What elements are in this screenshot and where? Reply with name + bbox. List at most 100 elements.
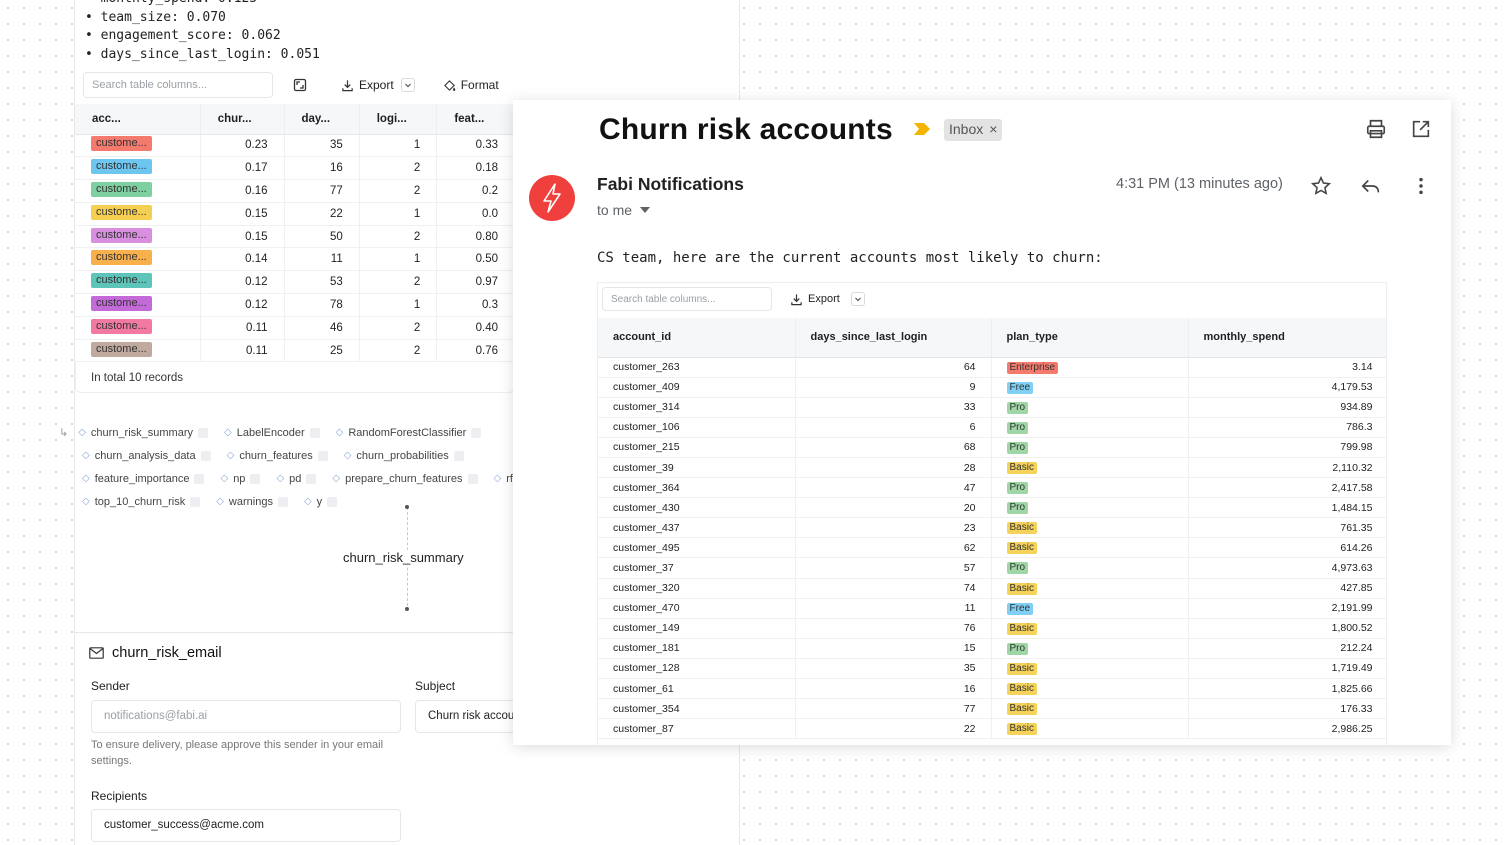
plan-badge: Pro bbox=[1006, 562, 1029, 575]
feature-item: team_size: 0.070 bbox=[85, 9, 320, 28]
days-cell: 35 bbox=[795, 658, 992, 680]
days-cell: 16 bbox=[795, 678, 992, 700]
variable-badge bbox=[277, 496, 288, 507]
variable-item[interactable]: ◇ churn_risk_summary bbox=[78, 427, 209, 439]
table-row: customer_470 11 Free 2,191.99 bbox=[598, 598, 1386, 619]
days-cell: 78 bbox=[284, 293, 360, 317]
variable-name: prepare_churn_features bbox=[345, 472, 463, 485]
star-button[interactable] bbox=[1309, 174, 1333, 198]
email-search-input[interactable]: Search table columns... bbox=[602, 287, 772, 311]
table-row: customer_320 74 Basic 427.85 bbox=[598, 578, 1386, 599]
chevron-down-icon[interactable] bbox=[400, 78, 415, 92]
recipients-field[interactable]: customer_success@acme.com bbox=[91, 809, 401, 842]
account-cell: custome... bbox=[75, 247, 201, 272]
days-cell: 16 bbox=[284, 156, 360, 181]
notebook-search-input[interactable]: Search table columns... bbox=[83, 72, 273, 98]
notebook-export-button[interactable]: Export bbox=[341, 78, 415, 92]
variable-type-icon: ◇ bbox=[332, 473, 341, 484]
download-icon bbox=[342, 79, 353, 91]
days-cell: 77 bbox=[284, 179, 360, 203]
churn-cell: 0.17 bbox=[200, 156, 285, 181]
plan-cell: Basic bbox=[991, 618, 1189, 639]
feat-cell: 0.40 bbox=[436, 316, 515, 340]
export-label: Export bbox=[808, 293, 840, 305]
variable-badge bbox=[190, 496, 201, 507]
account-id-cell: customer_263 bbox=[598, 357, 796, 378]
recipient-details-toggle[interactable]: to me bbox=[597, 202, 651, 218]
column-header[interactable]: logi... bbox=[359, 104, 438, 135]
expand-icon[interactable] bbox=[293, 78, 307, 92]
sender-field[interactable]: notifications@fabi.ai bbox=[91, 700, 401, 733]
spend-cell: 2,110.32 bbox=[1188, 457, 1386, 479]
node-label[interactable]: churn_risk_summary bbox=[341, 550, 466, 565]
spend-cell: 799.98 bbox=[1188, 437, 1386, 458]
plan-cell: Basic bbox=[991, 698, 1189, 720]
variable-type-icon: ◇ bbox=[303, 496, 312, 507]
column-header[interactable]: plan_type bbox=[991, 318, 1189, 358]
variable-item[interactable]: ◇ y bbox=[303, 496, 338, 508]
more-options-button[interactable] bbox=[1409, 174, 1433, 198]
spend-cell: 1,800.52 bbox=[1188, 618, 1386, 639]
days-cell: 57 bbox=[795, 557, 992, 579]
variable-item[interactable]: ◇ feature_importance bbox=[82, 473, 205, 485]
variable-badge bbox=[467, 473, 478, 484]
table-row: custome... 0.14 11 1 0.50 bbox=[75, 247, 515, 272]
account-id-cell: customer_470 bbox=[598, 598, 796, 619]
variable-item[interactable]: ◇ pd bbox=[276, 473, 317, 485]
chevron-down-icon[interactable] bbox=[850, 292, 865, 306]
notebook-format-button[interactable]: Format bbox=[443, 78, 499, 92]
churn-cell: 0.15 bbox=[200, 225, 285, 249]
column-header[interactable]: acc... bbox=[75, 104, 201, 135]
plan-badge: Basic bbox=[1006, 703, 1037, 716]
variable-row: ↳ ◇ churn_risk_summary ◇ LabelEncoder ◇ Random… bbox=[59, 421, 550, 444]
feat-cell: 0.76 bbox=[436, 339, 515, 363]
logins-cell: 1 bbox=[359, 293, 438, 317]
print-button[interactable] bbox=[1364, 117, 1388, 141]
column-header[interactable]: days_since_last_login bbox=[795, 318, 992, 358]
variable-item[interactable]: ◇ churn_features bbox=[227, 450, 328, 462]
variable-item[interactable]: ◇ LabelEncoder bbox=[224, 427, 320, 439]
column-header[interactable]: chur... bbox=[200, 104, 285, 135]
column-header[interactable]: account_id bbox=[598, 318, 796, 358]
plan-badge: Pro bbox=[1006, 502, 1029, 515]
column-header[interactable]: day... bbox=[284, 104, 360, 135]
account-cell: custome... bbox=[75, 134, 201, 158]
days-cell: 20 bbox=[795, 497, 992, 519]
variable-item[interactable]: ◇ churn_analysis_data bbox=[82, 450, 211, 462]
variable-name: np bbox=[233, 472, 246, 485]
email-export-button[interactable]: Export bbox=[790, 292, 865, 306]
days-cell: 50 bbox=[284, 225, 360, 249]
days-cell: 15 bbox=[795, 638, 992, 659]
account-pill: custome... bbox=[91, 181, 152, 197]
days-cell: 11 bbox=[795, 598, 992, 619]
export-label: Export bbox=[359, 78, 394, 92]
to-label: to me bbox=[597, 202, 633, 218]
variable-name: churn_analysis_data bbox=[94, 449, 196, 462]
variable-name: LabelEncoder bbox=[236, 426, 305, 439]
variable-item[interactable]: ◇ churn_probabilities bbox=[344, 450, 464, 462]
more-vertical-icon bbox=[1419, 177, 1423, 195]
table-row: custome... 0.11 25 2 0.76 bbox=[75, 339, 515, 363]
variable-item[interactable]: ◇ np bbox=[220, 472, 261, 485]
reply-button[interactable] bbox=[1359, 174, 1383, 198]
importance-marker-icon[interactable] bbox=[913, 122, 931, 136]
plan-badge: Basic bbox=[1006, 723, 1037, 736]
plan-badge: Enterprise bbox=[1006, 361, 1059, 374]
open-in-new-window-button[interactable] bbox=[1409, 117, 1433, 141]
account-id-cell: customer_430 bbox=[598, 497, 796, 519]
account-pill: custome... bbox=[91, 250, 152, 266]
spend-cell: 1,484.15 bbox=[1188, 497, 1386, 519]
spend-cell: 4,179.53 bbox=[1188, 377, 1386, 398]
remove-label-icon[interactable]: × bbox=[989, 121, 998, 137]
variable-item[interactable]: ◇ prepare_churn_features bbox=[332, 472, 478, 485]
plan-badge: Pro bbox=[1006, 441, 1029, 454]
email-table-toolbar: Search table columns... Export bbox=[602, 287, 865, 311]
churn-cell: 0.12 bbox=[200, 270, 285, 295]
plan-cell: Pro bbox=[991, 397, 1189, 418]
variable-item[interactable]: ◇ top_10_churn_risk bbox=[82, 496, 201, 508]
variable-item[interactable]: ◇ warnings bbox=[216, 496, 288, 508]
column-header[interactable]: monthly_spend bbox=[1188, 318, 1386, 358]
reply-icon bbox=[1361, 179, 1380, 193]
column-header[interactable]: feat... bbox=[436, 104, 515, 135]
variable-item[interactable]: ◇ RandomForestClassifier bbox=[336, 427, 482, 439]
